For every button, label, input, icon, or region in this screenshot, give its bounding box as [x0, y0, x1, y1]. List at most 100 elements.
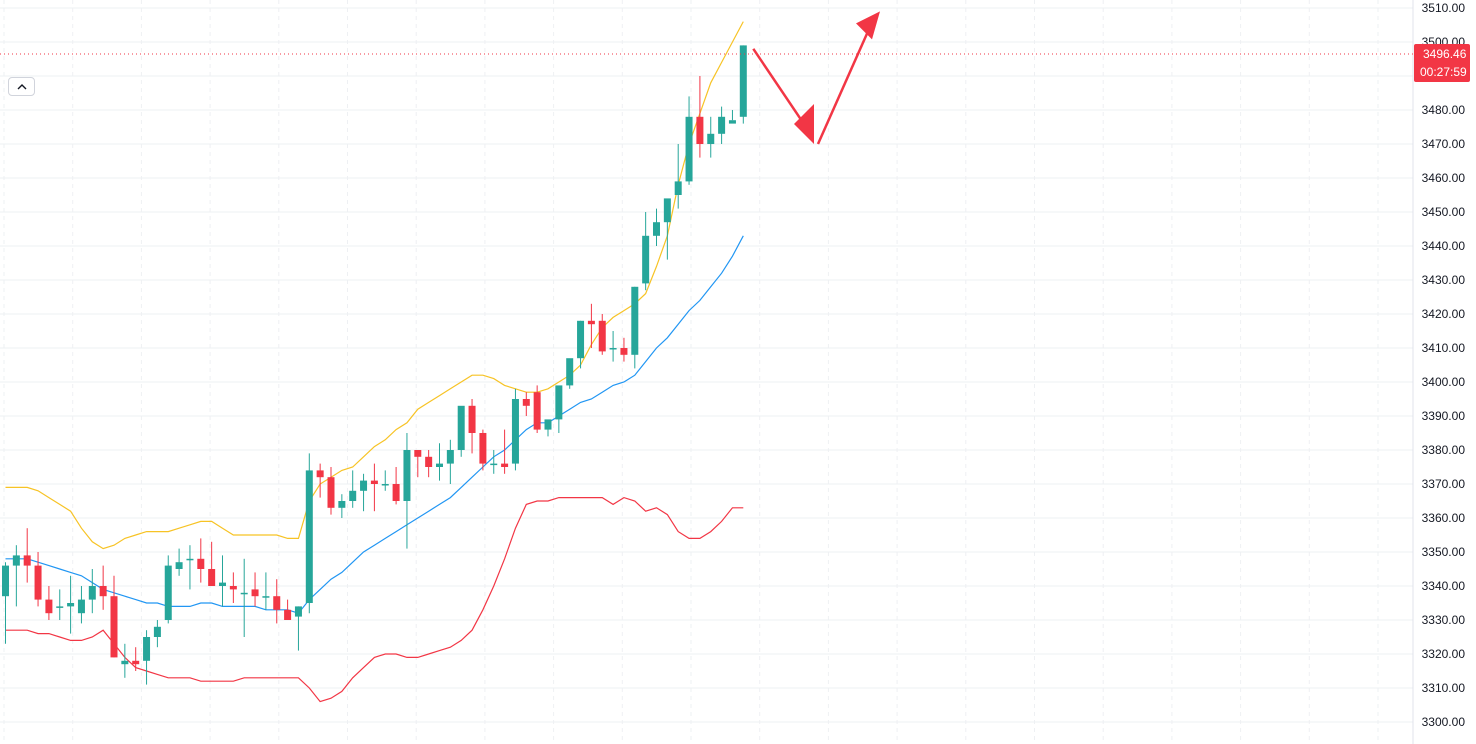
candle [240, 558, 248, 637]
candle-body [77, 599, 85, 614]
candle [663, 198, 671, 260]
candle-body [175, 562, 183, 569]
candle [631, 286, 639, 369]
y-tick-label: 3430.00 [1422, 273, 1466, 287]
candle [370, 463, 378, 512]
candle [403, 433, 411, 549]
candle [349, 470, 357, 508]
candle [414, 450, 422, 478]
collapse-button[interactable] [8, 77, 35, 96]
candle-body [294, 606, 302, 617]
up-arrowhead [856, 11, 880, 40]
candle [577, 320, 585, 369]
y-tick-label: 3370.00 [1422, 477, 1466, 491]
candle [132, 647, 140, 671]
candle-body [153, 626, 161, 637]
candle [490, 450, 498, 474]
candle [609, 331, 617, 362]
candle [718, 106, 726, 144]
candle-body [609, 348, 617, 350]
candles [2, 45, 747, 685]
candle [327, 467, 335, 515]
candle [88, 569, 96, 614]
candle-body [262, 596, 270, 598]
candle [273, 579, 281, 624]
candle-body [479, 433, 487, 464]
current-price-badge: 3496.46 00:27:59 [1414, 44, 1470, 83]
lower-band-line [5, 496, 744, 703]
candle [262, 572, 270, 610]
candle [566, 358, 574, 389]
candle-body [251, 589, 259, 597]
candle-body [620, 348, 628, 355]
candle-body [67, 603, 75, 607]
candle-body [457, 405, 465, 450]
candle [121, 643, 129, 678]
candle-body [327, 477, 335, 508]
candle-body [446, 450, 454, 464]
candle-body [88, 586, 96, 600]
candle [707, 116, 715, 158]
candle-body [305, 470, 313, 603]
candle-body [522, 399, 530, 406]
vertical-gridlines [3, 0, 1379, 744]
candle [544, 419, 552, 437]
countdown-label: 00:27:59 [1420, 65, 1467, 79]
y-tick-label: 3510.00 [1422, 1, 1466, 15]
candle [56, 589, 64, 620]
candle-body [598, 320, 606, 352]
y-tick-label: 3420.00 [1422, 307, 1466, 321]
candle-body [414, 450, 422, 457]
candle-body [663, 198, 671, 223]
candle [67, 575, 75, 634]
candle-body [99, 586, 107, 597]
candle-body [360, 480, 368, 491]
candle-body [468, 405, 476, 433]
up-arrow-shaft [816, 30, 870, 145]
y-tick-label: 3450.00 [1422, 205, 1466, 219]
candle [143, 630, 151, 685]
candle-body [577, 320, 585, 359]
candle [457, 405, 465, 457]
candle [23, 528, 31, 583]
candle-body [2, 565, 9, 597]
candle-body [436, 463, 443, 467]
forecast-arrows[interactable] [752, 11, 880, 145]
y-tick-label: 3300.00 [1422, 715, 1466, 729]
candle [674, 144, 682, 209]
candle-body [707, 133, 715, 144]
candle-body [164, 565, 172, 620]
candle-body [316, 470, 324, 478]
down-arrowhead [794, 104, 814, 144]
candle [164, 555, 172, 624]
y-tick-label: 3380.00 [1422, 443, 1466, 457]
candle-body [56, 606, 64, 608]
candle-body [208, 569, 216, 586]
candle-body [511, 399, 519, 464]
candle [468, 399, 476, 454]
candle [696, 76, 704, 158]
horizontal-gridlines [0, 7, 1413, 723]
candle [77, 586, 85, 624]
middle-band-line [5, 235, 744, 614]
y-tick-label: 3480.00 [1422, 103, 1466, 117]
candle [555, 385, 563, 433]
candle-body [381, 484, 389, 486]
candle-body [587, 320, 595, 325]
candle-body [653, 222, 660, 236]
candle [479, 429, 487, 471]
y-tick-label: 3330.00 [1422, 613, 1466, 627]
candle-body [370, 480, 378, 484]
y-tick-label: 3440.00 [1422, 239, 1466, 253]
candle-body [284, 609, 292, 620]
candle-body [642, 235, 650, 284]
candle [425, 450, 433, 478]
candle-body [143, 637, 151, 661]
candle-body [739, 45, 747, 117]
candle-body [674, 181, 682, 195]
y-tick-label: 3410.00 [1422, 341, 1466, 355]
candle [153, 620, 161, 648]
candle [316, 463, 324, 498]
